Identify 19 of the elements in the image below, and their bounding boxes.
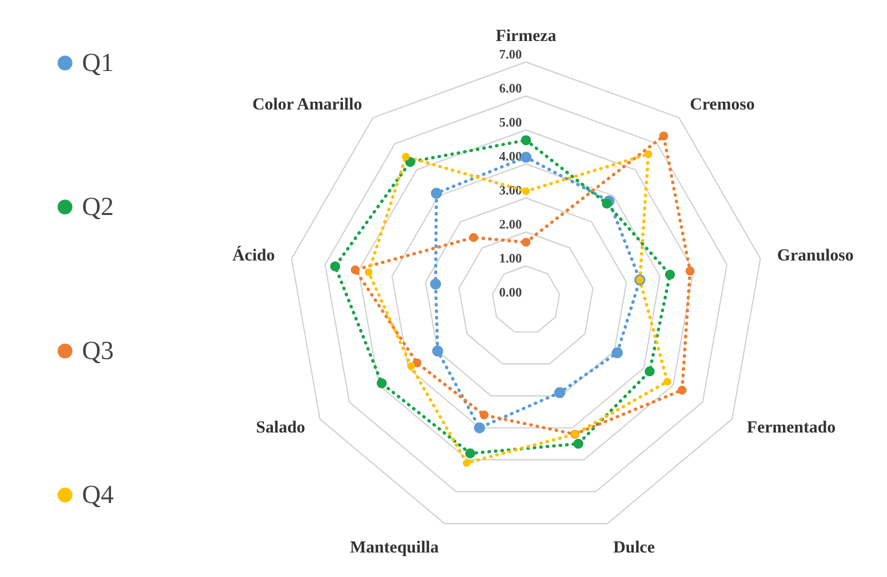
y-tick-label: 7.00 xyxy=(499,46,522,62)
y-tick-label: 2.00 xyxy=(499,216,522,232)
legend-label: Q1 xyxy=(82,48,114,77)
spoke-label: Fermentado xyxy=(746,418,836,436)
y-tick-label: 0.00 xyxy=(499,284,522,300)
y-tick-label: 1.00 xyxy=(499,250,522,266)
spoke-label: Dulce xyxy=(613,538,656,557)
spoke-label: Color Amarillo xyxy=(252,94,362,114)
y-tick-label: 6.00 xyxy=(499,80,522,96)
spoke-label: Cremoso xyxy=(690,94,755,114)
spoke-label: Salado xyxy=(256,418,306,436)
legend-label: Q4 xyxy=(82,480,114,509)
spoke-label: Ácido xyxy=(232,246,275,265)
spoke-label: Firmeza xyxy=(496,26,557,45)
spoke-label: Mantequilla xyxy=(350,538,440,557)
y-tick-label: 5.00 xyxy=(499,114,522,130)
spoke-label: Granuloso xyxy=(777,246,854,265)
legend-label: Q3 xyxy=(82,336,114,365)
legend-label: Q2 xyxy=(82,192,114,221)
